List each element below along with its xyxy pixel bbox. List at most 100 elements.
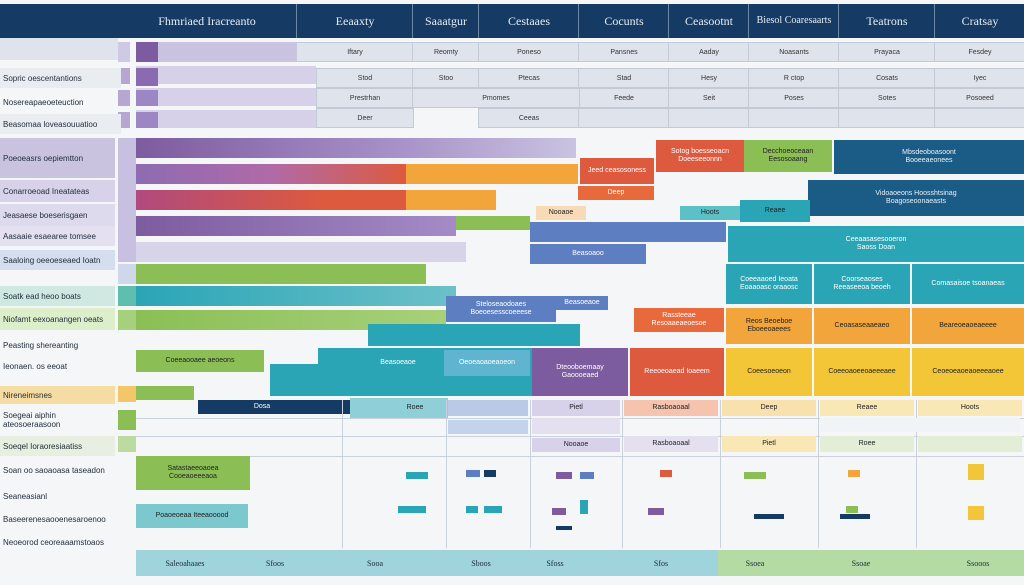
subrow2-cell: Cosats bbox=[838, 68, 936, 88]
tick-mark bbox=[466, 506, 478, 513]
block-purple1[interactable]: Dteooboemaay Gaoooeaed bbox=[532, 348, 628, 396]
tick-mark bbox=[848, 470, 860, 477]
subrow4-cell bbox=[838, 108, 936, 128]
block-teal7[interactable]: Poaoeoeaa Iteeaooood bbox=[136, 504, 248, 528]
bar-purple-red[interactable] bbox=[136, 164, 406, 184]
row-label[interactable]: Niofamt eexoanangen oeats bbox=[0, 308, 115, 330]
side-tab bbox=[118, 112, 130, 128]
block-teal4[interactable]: Comasaisoe tsoanaeas bbox=[912, 264, 1024, 304]
row-label[interactable]: Aasaaie esaearee tomsee bbox=[0, 226, 115, 246]
block-orange3[interactable]: Reos Beoeboe Eboeeoaeees bbox=[726, 308, 812, 344]
grid-line bbox=[342, 400, 343, 548]
block-orange-small[interactable]: Deep bbox=[578, 186, 654, 200]
block-orange6[interactable]: Coeesoeoeon bbox=[726, 348, 812, 396]
header-col-8[interactable]: Cratsay bbox=[934, 4, 1024, 38]
header-col-2[interactable]: Saaatgur bbox=[412, 4, 479, 38]
bar-navy[interactable] bbox=[198, 400, 350, 414]
block-teal6[interactable]: Oeoeaoaoeaoeon bbox=[444, 350, 530, 376]
footer-value: Ssooos bbox=[966, 558, 990, 568]
subrow3-cell: Sotes bbox=[838, 88, 936, 108]
footer-bar-green bbox=[718, 550, 1024, 576]
block-teal2[interactable]: Coeeaaoed Ieoata Eoaaoasc oraaosc bbox=[726, 264, 812, 304]
block-orange5[interactable]: Beareoeaoeaeeee bbox=[912, 308, 1024, 344]
bar-orange[interactable] bbox=[406, 190, 496, 210]
header-col-7[interactable]: Teatrons bbox=[838, 4, 935, 38]
row-label[interactable]: Baseerenesaooenesaroenoo bbox=[3, 514, 106, 524]
subrow4-cell bbox=[748, 108, 840, 128]
row-label[interactable]: Saaloing oeeoeseaed Ioatn bbox=[0, 250, 115, 270]
block-navy3[interactable]: Dosa bbox=[253, 403, 271, 411]
bar-purple[interactable] bbox=[136, 138, 576, 158]
row-label[interactable]: Neoeorod ceoreaaamstoaos bbox=[3, 537, 104, 547]
grid-line bbox=[136, 436, 1024, 437]
block-orange2[interactable]: Rassteeae Resoaaeaeoesoe bbox=[634, 308, 724, 332]
header-col-3[interactable]: Cestaaes bbox=[478, 4, 579, 38]
block-green1[interactable]: Decchoeoceaan Eesosoaang bbox=[744, 140, 832, 172]
row-label[interactable]: Conarroeoad Ineatateas bbox=[0, 180, 115, 202]
tick-mark bbox=[556, 472, 572, 479]
block-orange7[interactable]: Coeeoaoeeoaeeeaee bbox=[814, 348, 910, 396]
block-orange1[interactable]: Sotog boesseoacn Doeeseeonnn bbox=[656, 140, 744, 172]
block-navy1[interactable]: Mbsdeoboasoont Booeeaeonees bbox=[834, 140, 1024, 174]
header-col-5[interactable]: Ceasootnt bbox=[668, 4, 749, 38]
row-label[interactable]: Poeoeasrs oepiemtton bbox=[0, 138, 115, 178]
side-tab bbox=[118, 264, 136, 284]
row-label[interactable]: Soegeai aiphin ateosoeraasoon bbox=[3, 411, 61, 429]
bar-orange[interactable] bbox=[406, 164, 578, 184]
subheader-cell: Pansnes bbox=[578, 42, 670, 62]
sub-cell: Roee bbox=[820, 436, 914, 452]
bar-teal[interactable] bbox=[368, 324, 580, 346]
bar-teal[interactable] bbox=[270, 364, 330, 396]
row-label[interactable]: Peasting shereanting bbox=[3, 340, 79, 350]
row-label[interactable]: Beasomaa loveasouuatioo bbox=[0, 114, 121, 134]
block-teal1[interactable]: Ceeaasasesooeron Saoss Doan bbox=[728, 226, 1024, 262]
header-col-4[interactable]: Cocunts bbox=[578, 4, 669, 38]
block-teal-small[interactable]: Hoots bbox=[680, 206, 740, 220]
subrow3-cell: Posoeed bbox=[934, 88, 1024, 108]
row-label[interactable]: Nireneimsnes bbox=[0, 386, 115, 404]
row-label[interactable]: Soatk ead heoo boats bbox=[0, 286, 115, 306]
row-label[interactable]: Ieonaen. os eeoat bbox=[3, 361, 68, 371]
row-label[interactable]: Nosereapaeoeteuction bbox=[3, 97, 84, 107]
block-teal3[interactable]: Coorseaoses Reeaseeoa beoeh bbox=[814, 264, 910, 304]
block-red1[interactable]: Jeed ceasosoness bbox=[580, 158, 654, 184]
bar-green[interactable] bbox=[456, 216, 530, 230]
bar-teal-light[interactable] bbox=[350, 398, 448, 418]
sub-cell bbox=[448, 400, 528, 416]
block-teal-mid[interactable]: Reaee bbox=[740, 200, 810, 222]
sub-cell: Reaee bbox=[820, 400, 914, 416]
bar-blue[interactable] bbox=[530, 222, 726, 242]
block-green3[interactable]: Satastaeeoaoea Cooeaoeeeaoa bbox=[136, 456, 250, 490]
block-green2[interactable]: Coeeaooaee aeoeons bbox=[136, 350, 264, 372]
block-orange4[interactable]: Ceoasaseaaeaeo bbox=[814, 308, 910, 344]
block-blue2[interactable]: Beasoaoo bbox=[530, 244, 646, 264]
block-teal-label[interactable]: Beasoeaoe bbox=[354, 350, 442, 376]
row-label[interactable]: Sopric oescentantions bbox=[0, 68, 121, 88]
tick-mark bbox=[466, 470, 480, 477]
block-orange8[interactable]: Ceoeoeaoeaoeeeaoee bbox=[912, 348, 1024, 396]
grid-line bbox=[136, 456, 1024, 457]
row-label[interactable]: Soan oo saoaoasa taseadon bbox=[3, 465, 105, 475]
bar-magenta[interactable] bbox=[136, 190, 406, 210]
bar-green[interactable] bbox=[136, 264, 426, 284]
bar-purple[interactable] bbox=[136, 216, 456, 236]
block-blue-small[interactable]: Beasoeaoe bbox=[556, 296, 608, 310]
purple-marker bbox=[136, 90, 158, 106]
block-green-small[interactable]: Nooaoe bbox=[536, 206, 586, 220]
row-label[interactable]: Soeqel Ioraoresiaatiss bbox=[0, 436, 115, 456]
header-col-1[interactable]: Eeaaxty bbox=[296, 4, 413, 38]
block-navy2[interactable]: Vidoaoeons Hoosshtsinag Boagoseoonaeasts bbox=[808, 180, 1024, 216]
tick-mark bbox=[580, 500, 588, 514]
bar-green-light[interactable] bbox=[136, 386, 194, 400]
subrow3-cell: Feede bbox=[578, 88, 670, 108]
bar-teal[interactable] bbox=[136, 286, 456, 306]
header-col-6[interactable]: Biesol Coaresaarts bbox=[748, 4, 839, 38]
row-label[interactable]: Seaneasianl bbox=[3, 491, 48, 501]
footer-value: Ssoae bbox=[851, 558, 871, 568]
bar-lavender[interactable] bbox=[136, 242, 466, 262]
side-tab bbox=[118, 42, 130, 62]
block-red2[interactable]: Reeoeoaead Ioaeem bbox=[630, 348, 724, 396]
subrow2-cell: Hesy bbox=[668, 68, 750, 88]
block-blue1[interactable]: Steloseaodoaes Boeoesesscoeeese bbox=[446, 296, 556, 322]
row-label[interactable]: Jeasaese boeserisgaen bbox=[0, 204, 115, 226]
